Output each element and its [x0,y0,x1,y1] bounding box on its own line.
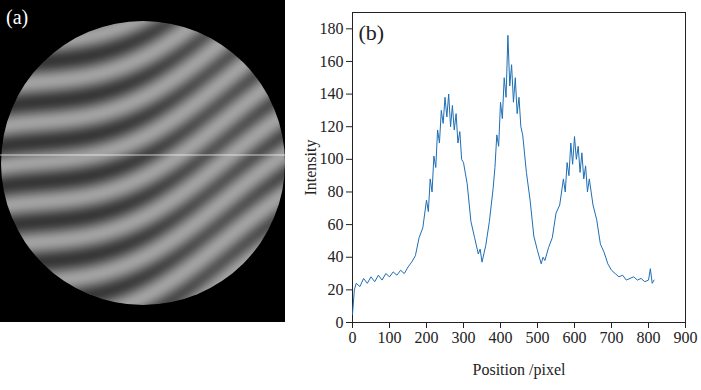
svg-text:120: 120 [320,118,344,135]
svg-text:Intensity: Intensity [302,140,320,196]
svg-text:160: 160 [320,53,344,70]
svg-text:180: 180 [320,20,344,37]
svg-text:0: 0 [336,314,344,331]
svg-text:700: 700 [600,329,624,346]
svg-text:300: 300 [452,329,476,346]
svg-text:200: 200 [415,329,439,346]
svg-text:100: 100 [320,150,344,167]
svg-text:500: 500 [526,329,550,346]
svg-text:(a): (a) [6,6,28,29]
svg-text:80: 80 [328,183,344,200]
svg-text:Position /pixel: Position /pixel [473,361,566,379]
svg-text:900: 900 [674,329,698,346]
svg-text:600: 600 [563,329,587,346]
svg-text:800: 800 [637,329,661,346]
svg-text:60: 60 [328,216,344,233]
svg-text:400: 400 [489,329,513,346]
svg-text:(b): (b) [359,20,385,45]
svg-text:100: 100 [378,329,402,346]
svg-text:40: 40 [328,248,344,265]
svg-text:20: 20 [328,281,344,298]
svg-text:0: 0 [349,329,357,346]
svg-text:140: 140 [320,85,344,102]
